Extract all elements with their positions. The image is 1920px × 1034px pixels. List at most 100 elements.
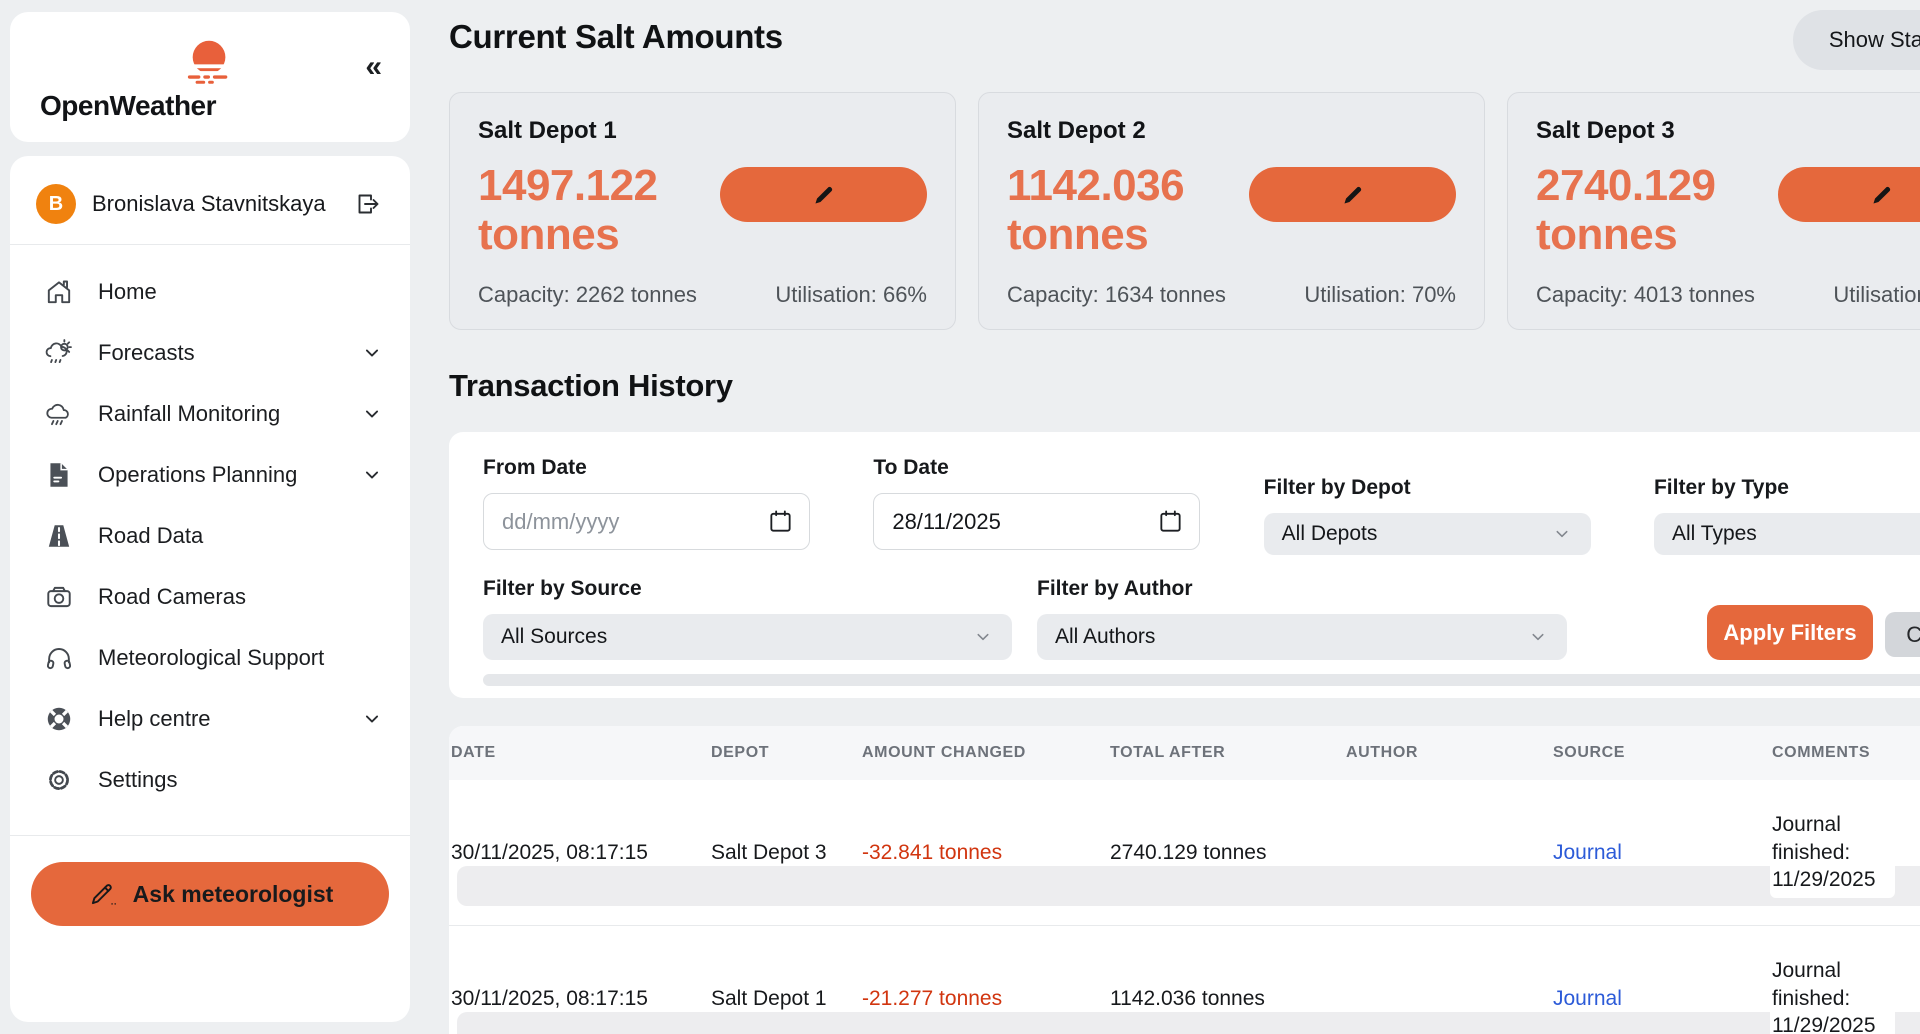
sidebar-item-label: Road Cameras: [98, 583, 246, 609]
depot-name: Salt Depot 2: [1007, 117, 1146, 144]
table-header-row: DATE DEPOT AMOUNT CHANGED TOTAL AFTER AU…: [449, 726, 1920, 780]
sidebar-item-meteorological-support[interactable]: Meteorological Support: [10, 627, 410, 688]
source-filter-value: All Sources: [501, 625, 608, 648]
avatar: B: [36, 184, 76, 224]
cell-total-after: 1142.036 tonnes: [1110, 986, 1265, 1010]
cell-total-after: 2740.129 tonnes: [1110, 840, 1267, 864]
sidebar-item-home[interactable]: Home: [10, 261, 410, 322]
author-filter-field: Filter by Author All Authors: [1037, 577, 1567, 660]
source-filter-field: Filter by Source All Sources: [483, 577, 1012, 660]
author-filter-value: All Authors: [1055, 625, 1156, 648]
filter-row-2: Filter by Source All Sources Filter by A…: [483, 577, 1920, 660]
user-name: Bronislava Stavnitskaya: [92, 191, 326, 216]
from-date-label: From Date: [483, 456, 587, 479]
cell-date: 30/11/2025, 08:17:15: [451, 986, 648, 1010]
sidebar-item-road-cameras[interactable]: Road Cameras: [10, 566, 410, 627]
type-filter-value: All Types: [1671, 522, 1757, 545]
depot-capacity: Capacity: 1634 tonnes: [1007, 281, 1226, 307]
type-filter-label: Filter by Type: [1653, 476, 1789, 499]
edit-depot-button[interactable]: [1249, 167, 1456, 222]
chevron-down-icon: [1527, 626, 1549, 648]
to-date-label: To Date: [873, 456, 949, 479]
pencil-icon: [87, 879, 117, 909]
horizontal-scrollbar[interactable]: [483, 674, 1920, 686]
cell-amount-changed: -21.277 tonnes: [862, 986, 1003, 1010]
depot-cards-row: Salt Depot 1 1497.122 tonnes Capacity: 2…: [449, 92, 1920, 330]
document-icon: [44, 460, 74, 490]
filter-panel: From Date To Date: [449, 432, 1920, 698]
depot-utilisation: Utilisation: 68%: [1833, 281, 1920, 307]
to-date-input[interactable]: [873, 493, 1201, 550]
main-header: Current Salt Amounts Show Statistics: [449, 10, 1920, 72]
sidebar-item-help-centre[interactable]: Help centre: [10, 688, 410, 749]
column-header-comments: COMMENTS: [1772, 744, 1871, 761]
cell-date: 30/11/2025, 08:17:15: [451, 840, 648, 864]
sidebar-item-road-data[interactable]: Road Data: [10, 505, 410, 566]
depot-utilisation: Utilisation: 70%: [1304, 281, 1456, 307]
table-row: 30/11/2025, 08:17:15 Salt Depot 3 -32.84…: [449, 780, 1920, 926]
chevron-down-icon: [360, 402, 384, 426]
headphones-icon: [44, 643, 74, 673]
apply-filters-button[interactable]: Apply Filters: [1707, 605, 1873, 660]
gear-icon: [44, 765, 74, 795]
brand-name: OpenWeather: [40, 90, 217, 121]
sidebar-item-label: Road Data: [98, 522, 204, 548]
chevron-down-icon: [360, 463, 384, 487]
cell-depot: Salt Depot 1: [711, 986, 827, 1010]
column-header-source: SOURCE: [1553, 744, 1626, 761]
depot-utilisation: Utilisation: 66%: [775, 281, 927, 307]
transactions-table: DATE DEPOT AMOUNT CHANGED TOTAL AFTER AU…: [449, 726, 1920, 1034]
edit-depot-button[interactable]: [1778, 167, 1920, 222]
sidebar-collapse-button[interactable]: «: [365, 50, 382, 83]
author-filter-select[interactable]: All Authors: [1037, 614, 1567, 660]
type-filter-field: Filter by Type All Types: [1653, 456, 1920, 555]
column-header-total-after: TOTAL AFTER: [1110, 744, 1226, 761]
type-filter-select[interactable]: All Types: [1653, 513, 1920, 555]
from-date-field: From Date: [483, 456, 810, 550]
road-icon: [44, 521, 74, 551]
show-statistics-button[interactable]: Show Statistics: [1792, 10, 1920, 70]
logout-icon: [354, 190, 382, 218]
rain-cloud-icon: [44, 399, 74, 429]
pencil-icon: [1869, 182, 1895, 208]
column-header-depot: DEPOT: [711, 744, 770, 761]
sidebar-item-label: Rainfall Monitoring: [98, 400, 281, 426]
camera-icon: [44, 582, 74, 612]
depot-filter-value: All Depots: [1281, 522, 1378, 545]
sidebar-item-rainfall-monitoring[interactable]: Rainfall Monitoring: [10, 383, 410, 444]
depot-card-2: Salt Depot 2 1142.036 tonnes Capacity: 1…: [978, 92, 1485, 330]
depot-filter-field: Filter by Depot All Depots: [1263, 456, 1591, 555]
author-filter-label: Filter by Author: [1037, 577, 1193, 600]
sidebar-item-forecasts[interactable]: Forecasts: [10, 322, 410, 383]
cell-source-link[interactable]: Journal: [1553, 840, 1622, 864]
lifebuoy-icon: [44, 704, 74, 734]
ask-meteorologist-button[interactable]: Ask meteorologist: [31, 862, 389, 926]
ask-meteorologist-label: Ask meteorologist: [132, 880, 334, 907]
nav-list: Home Forecasts: [10, 245, 410, 820]
depot-card-1: Salt Depot 1 1497.122 tonnes Capacity: 2…: [449, 92, 956, 330]
openweather-logo-icon: [40, 36, 380, 86]
transaction-history-title: Transaction History: [449, 368, 733, 403]
column-header-author: AUTHOR: [1346, 744, 1419, 761]
depot-name: Salt Depot 1: [478, 117, 617, 144]
pencil-icon: [1340, 182, 1366, 208]
chevron-down-icon: [360, 341, 384, 365]
sidebar-item-label: Forecasts: [98, 339, 195, 365]
cell-source-link[interactable]: Journal: [1553, 986, 1622, 1010]
source-filter-select[interactable]: All Sources: [483, 614, 1012, 660]
main-content: Current Salt Amounts Show Statistics Sal…: [420, 0, 1920, 1034]
from-date-input[interactable]: [483, 493, 810, 550]
edit-depot-button[interactable]: [720, 167, 927, 222]
divider: [10, 835, 410, 836]
sidebar-item-label: Meteorological Support: [98, 644, 325, 670]
clear-filters-button[interactable]: Clear: [1885, 612, 1920, 657]
depot-filter-label: Filter by Depot: [1263, 476, 1411, 499]
sidebar-item-operations-planning[interactable]: Operations Planning: [10, 444, 410, 505]
logout-button[interactable]: [354, 190, 382, 218]
home-icon: [44, 277, 74, 307]
sidebar-item-label: Help centre: [98, 705, 211, 731]
sidebar-item-settings[interactable]: Settings: [10, 749, 410, 810]
depot-filter-select[interactable]: All Depots: [1263, 513, 1591, 555]
sidebar-item-label: Operations Planning: [98, 461, 298, 487]
